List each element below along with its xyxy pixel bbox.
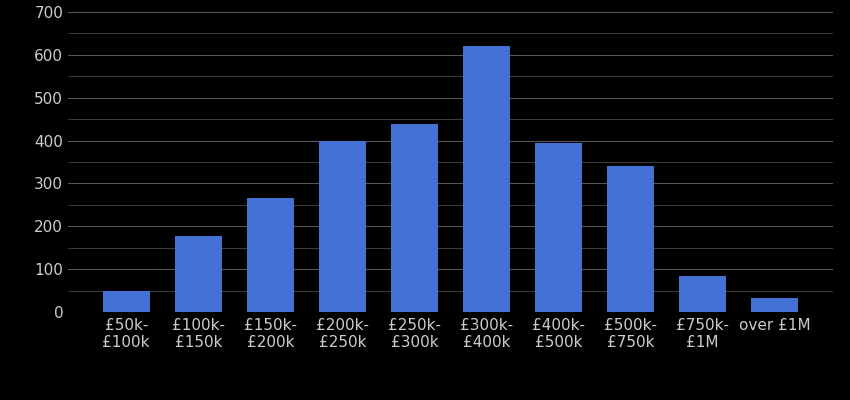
Bar [391,124,438,312]
Bar [463,46,510,312]
Bar [536,143,582,312]
Bar [246,198,294,312]
Bar [751,298,798,312]
Bar [607,166,654,312]
Bar [103,292,150,312]
Bar [679,276,726,312]
Bar [319,140,366,312]
Bar [175,236,222,312]
